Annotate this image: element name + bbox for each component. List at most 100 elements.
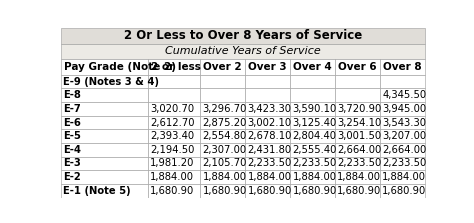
Bar [246, 184, 290, 198]
Bar [290, 184, 335, 198]
Bar [380, 59, 425, 75]
Bar [380, 143, 425, 157]
Text: 3,254.10: 3,254.10 [337, 118, 382, 128]
Bar [61, 170, 148, 184]
Bar [61, 59, 148, 75]
Text: Over 4: Over 4 [293, 62, 332, 72]
Text: E-3: E-3 [64, 159, 81, 168]
Text: 3,002.10: 3,002.10 [247, 118, 292, 128]
Bar [335, 116, 380, 129]
Text: 2 or less: 2 or less [151, 62, 201, 72]
Bar [246, 75, 290, 88]
Text: 3,543.30: 3,543.30 [382, 118, 426, 128]
Bar [335, 102, 380, 116]
Text: E-8: E-8 [64, 90, 81, 100]
Text: Cumulative Years of Service: Cumulative Years of Service [165, 46, 321, 56]
Text: 3,020.70: 3,020.70 [150, 104, 194, 114]
Bar [61, 116, 148, 129]
Text: 1,884.00: 1,884.00 [203, 172, 246, 182]
Bar [335, 75, 380, 88]
Text: 2,393.40: 2,393.40 [150, 131, 194, 141]
Bar [201, 129, 246, 143]
Text: 1,884.00: 1,884.00 [337, 172, 381, 182]
Bar [201, 143, 246, 157]
Bar [246, 143, 290, 157]
Bar [290, 102, 335, 116]
Bar [380, 102, 425, 116]
Bar [380, 157, 425, 170]
Bar [148, 75, 201, 88]
Text: 1,680.90: 1,680.90 [247, 186, 292, 196]
Text: Over 8: Over 8 [383, 62, 421, 72]
Bar [61, 75, 148, 88]
Text: 3,001.50: 3,001.50 [337, 131, 382, 141]
Text: E-1 (Note 5): E-1 (Note 5) [64, 186, 131, 196]
Bar [201, 102, 246, 116]
Bar [148, 129, 201, 143]
Text: 1,884.00: 1,884.00 [150, 172, 194, 182]
Text: 2,105.70: 2,105.70 [203, 159, 247, 168]
Bar [290, 143, 335, 157]
Bar [61, 157, 148, 170]
Bar [380, 75, 425, 88]
Bar [246, 157, 290, 170]
Bar [380, 184, 425, 198]
Text: 4,345.50: 4,345.50 [382, 90, 426, 100]
Text: 1,680.90: 1,680.90 [203, 186, 247, 196]
Text: E-6: E-6 [64, 118, 81, 128]
Bar [380, 170, 425, 184]
Text: 3,945.00: 3,945.00 [382, 104, 426, 114]
Bar [148, 157, 201, 170]
Bar [201, 157, 246, 170]
Text: 1,680.90: 1,680.90 [337, 186, 382, 196]
Bar [246, 116, 290, 129]
Bar [290, 75, 335, 88]
Bar [61, 102, 148, 116]
Text: Over 6: Over 6 [338, 62, 377, 72]
Bar [201, 184, 246, 198]
Text: 2,233.50: 2,233.50 [337, 159, 382, 168]
Bar [290, 116, 335, 129]
Bar [246, 170, 290, 184]
Text: Pay Grade (Note 2): Pay Grade (Note 2) [64, 62, 176, 72]
Bar [201, 170, 246, 184]
Bar [148, 88, 201, 102]
Text: 1,884.00: 1,884.00 [382, 172, 426, 182]
Bar [335, 88, 380, 102]
Bar [148, 170, 201, 184]
Text: 3,207.00: 3,207.00 [382, 131, 426, 141]
Bar [61, 44, 425, 59]
Text: 3,125.40: 3,125.40 [292, 118, 337, 128]
Bar [290, 59, 335, 75]
Text: 2,233.50: 2,233.50 [247, 159, 292, 168]
Bar [335, 184, 380, 198]
Bar [61, 88, 148, 102]
Text: E-2: E-2 [64, 172, 81, 182]
Text: 1,680.90: 1,680.90 [292, 186, 337, 196]
Text: 2,233.50: 2,233.50 [382, 159, 427, 168]
Bar [246, 129, 290, 143]
Text: 2,875.20: 2,875.20 [203, 118, 247, 128]
Text: 2 Or Less to Over 8 Years of Service: 2 Or Less to Over 8 Years of Service [124, 29, 362, 42]
Text: 2,664.00: 2,664.00 [382, 145, 427, 155]
Bar [148, 102, 201, 116]
Bar [246, 88, 290, 102]
Text: E-9 (Notes 3 & 4): E-9 (Notes 3 & 4) [64, 76, 159, 87]
Bar [246, 59, 290, 75]
Bar [148, 143, 201, 157]
Bar [335, 170, 380, 184]
Text: 1,981.20: 1,981.20 [150, 159, 194, 168]
Text: 2,664.00: 2,664.00 [337, 145, 382, 155]
Bar [61, 129, 148, 143]
Text: 3,720.90: 3,720.90 [337, 104, 382, 114]
Text: 2,678.10: 2,678.10 [247, 131, 292, 141]
Bar [335, 157, 380, 170]
Text: E-7: E-7 [64, 104, 81, 114]
Bar [290, 170, 335, 184]
Text: 3,423.30: 3,423.30 [247, 104, 292, 114]
Text: E-4: E-4 [64, 145, 81, 155]
Bar [148, 116, 201, 129]
Bar [201, 59, 246, 75]
Text: 3,296.70: 3,296.70 [203, 104, 247, 114]
Bar [61, 184, 148, 198]
